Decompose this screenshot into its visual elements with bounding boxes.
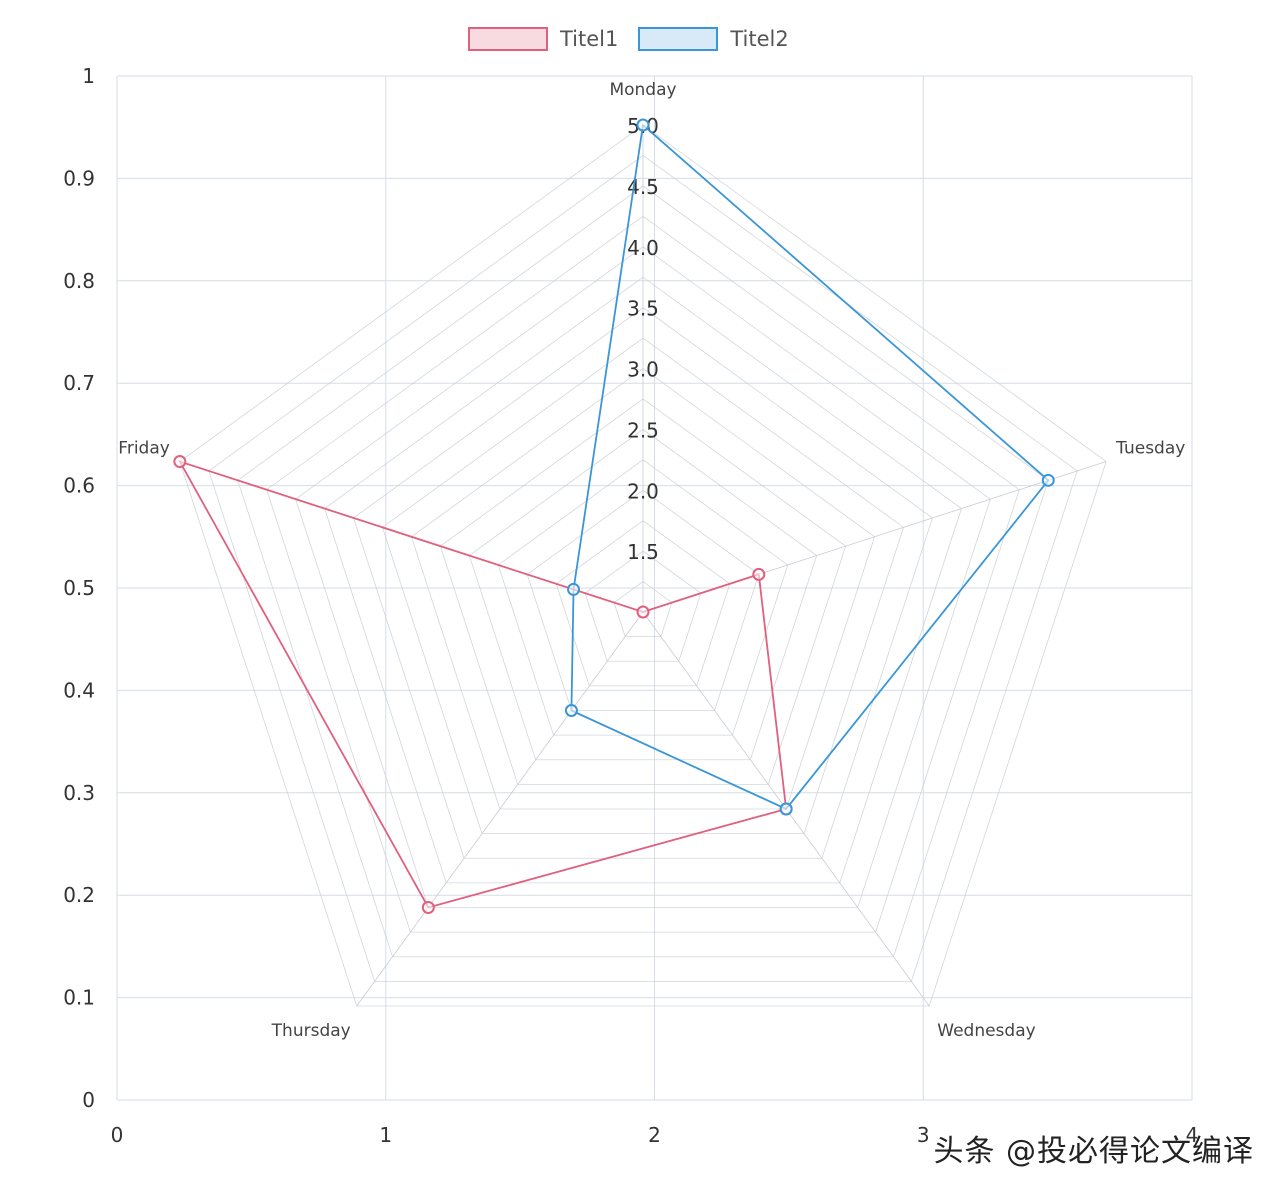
x-tick-label: 2 [648, 1123, 661, 1147]
radar-ring [381, 337, 905, 835]
x-tick-label: 4 [1186, 1123, 1199, 1147]
radar-ring [468, 428, 818, 761]
data-point [752, 567, 766, 581]
radar-ring [497, 459, 789, 736]
legend-label-titel2: Titel2 [730, 27, 789, 51]
data-point [1041, 473, 1055, 487]
radar-ring [295, 246, 991, 908]
data-point [173, 455, 187, 469]
radar-tick-label: 4.0 [627, 236, 659, 260]
y-tick-label: 0 [82, 1088, 95, 1112]
radar-grid [179, 124, 1107, 1007]
data-point [421, 900, 435, 914]
legend-item-titel2[interactable]: Titel2 [638, 27, 789, 51]
radar-tick-label: 1.5 [627, 540, 659, 564]
x-tick-label: 0 [111, 1123, 124, 1147]
y-tick-label: 1 [82, 64, 95, 88]
radar-ring [324, 276, 962, 884]
series-line [570, 123, 1050, 811]
y-tick-label: 0.6 [63, 474, 95, 498]
radar-tick-label: 2.0 [627, 479, 659, 503]
radar-spoke [356, 611, 644, 1007]
radar-ring [208, 154, 1078, 982]
radar-category-label: Thursday [271, 1021, 351, 1041]
y-tick-label: 0.7 [63, 371, 95, 395]
data-point [636, 118, 650, 132]
y-tick-label: 0.9 [63, 166, 95, 190]
y-tick-label: 0.1 [63, 986, 95, 1010]
radar-tick-label: 2.5 [627, 418, 659, 442]
y-tick-label: 0.5 [63, 576, 95, 600]
chart-legend: Titel1 Titel2 [468, 27, 789, 51]
radar-ring [584, 550, 702, 662]
y-tick-label: 0.8 [63, 269, 95, 293]
radar-ring [353, 307, 933, 859]
series-line [177, 459, 788, 909]
radar-ring [555, 520, 731, 687]
radar-ring [266, 215, 1020, 933]
radar-tick-label: 3.0 [627, 358, 659, 382]
radar-category-label: Tuesday [1115, 439, 1185, 459]
watermark-text: 头条 @投必得论文编译 [933, 1134, 1254, 1169]
data-point [636, 605, 650, 619]
background-grid: 0 0.1 0.2 0.3 0.4 0.5 0.6 0.7 0.8 0.9 1 0 1 2 3 4 [63, 64, 1198, 1147]
y-tick-label: 0.3 [63, 781, 95, 805]
radar-ring [237, 185, 1049, 958]
legend-item-titel1[interactable]: Titel1 [468, 27, 618, 51]
radar-ring [613, 581, 673, 638]
radar-category-label: Wednesday [937, 1021, 1035, 1041]
y-tick-label: 0.4 [63, 678, 95, 702]
data-point [567, 582, 581, 596]
x-tick-label: 3 [917, 1123, 930, 1147]
series-titel1 [173, 455, 793, 914]
y-tick-label: 0.2 [63, 883, 95, 907]
x-tick-label: 1 [379, 1123, 392, 1147]
radar-category-label: Monday [609, 80, 676, 100]
legend-swatch-titel1 [468, 27, 548, 51]
legend-label-titel1: Titel1 [560, 27, 619, 51]
radar-tick-label: 3.5 [627, 297, 659, 321]
radar-ring [439, 398, 847, 785]
series-titel2 [564, 118, 1055, 816]
data-point [564, 703, 578, 717]
radar-ring [179, 124, 1107, 1007]
radar-ring [526, 489, 760, 711]
data-point [779, 802, 793, 816]
radar-category-labels: Monday Tuesday Wednesday Thursday Friday [118, 80, 1185, 1041]
radar-category-label: Friday [118, 439, 170, 459]
radar-ring [410, 368, 876, 810]
legend-swatch-titel2 [638, 27, 719, 51]
